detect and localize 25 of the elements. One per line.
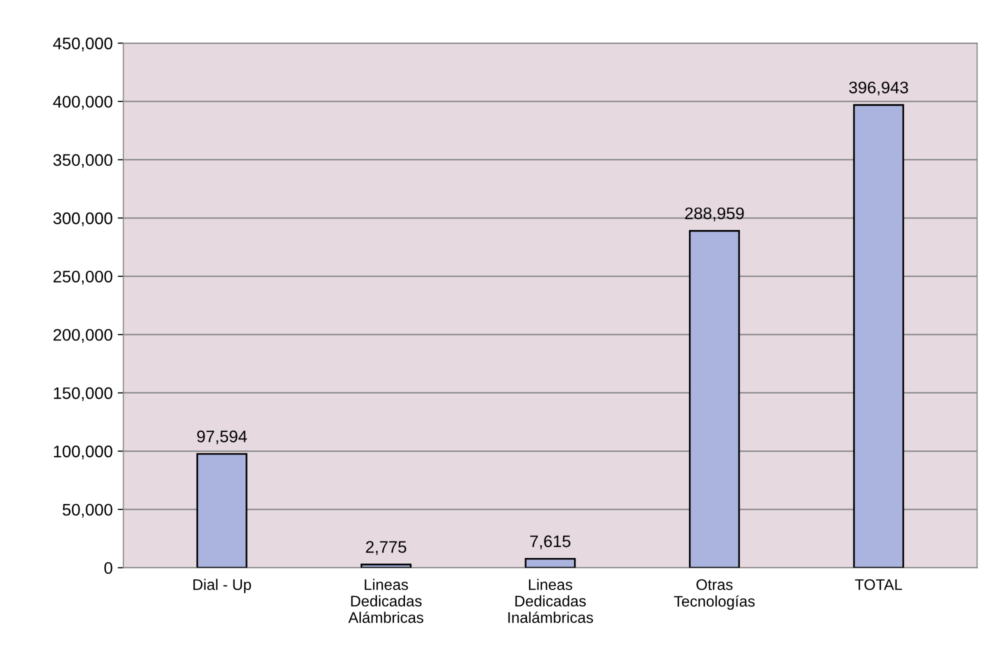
x-tick-label: TOTAL — [855, 579, 902, 590]
y-tick-label: 300,000 — [53, 212, 112, 226]
bar — [853, 104, 904, 568]
bar — [688, 230, 740, 568]
y-tick-label: 100,000 — [54, 446, 112, 460]
data-label: 97,594 — [197, 430, 247, 444]
data-label: 288,959 — [685, 207, 744, 222]
y-tick-label: 250,000 — [54, 270, 112, 284]
x-tick-label: Lineas Dedicadas Inalámbricas — [508, 578, 594, 623]
y-tick-label: 200,000 — [54, 328, 112, 343]
y-tick-label: 50,000 — [62, 504, 112, 518]
y-tick-label: 450,000 — [53, 38, 112, 52]
bar — [524, 558, 576, 568]
x-tick-label: Otras Tecnologías — [674, 579, 755, 610]
x-tick-label: Dial - Up — [193, 578, 251, 594]
data-label: 2,775 — [366, 541, 406, 555]
bar — [196, 453, 248, 568]
y-tick-label: 0 — [104, 562, 112, 574]
data-label: 396,943 — [849, 82, 908, 96]
bar — [360, 564, 412, 568]
data-label: 7,615 — [530, 535, 570, 550]
y-tick-label: 350,000 — [53, 154, 112, 168]
y-tick-label: 400,000 — [53, 96, 112, 110]
x-tick-label: Lineas Dedicadas Alámbricas — [348, 578, 424, 623]
y-tick-label: 150,000 — [54, 387, 112, 402]
